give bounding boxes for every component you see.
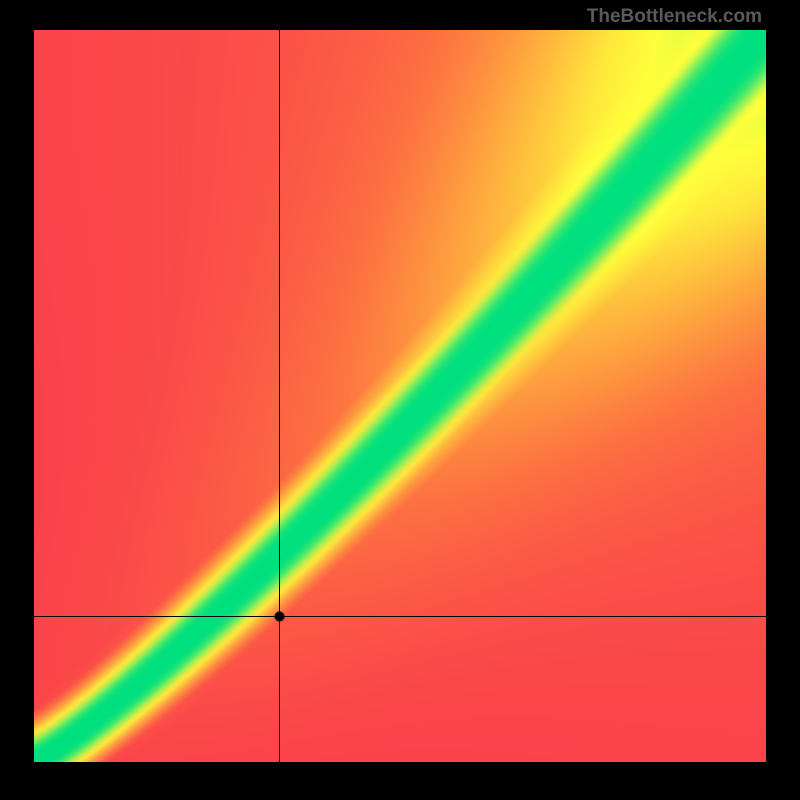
plot-area [34, 30, 766, 762]
watermark-text: TheBottleneck.com [587, 6, 762, 28]
crosshair-marker [34, 30, 766, 762]
